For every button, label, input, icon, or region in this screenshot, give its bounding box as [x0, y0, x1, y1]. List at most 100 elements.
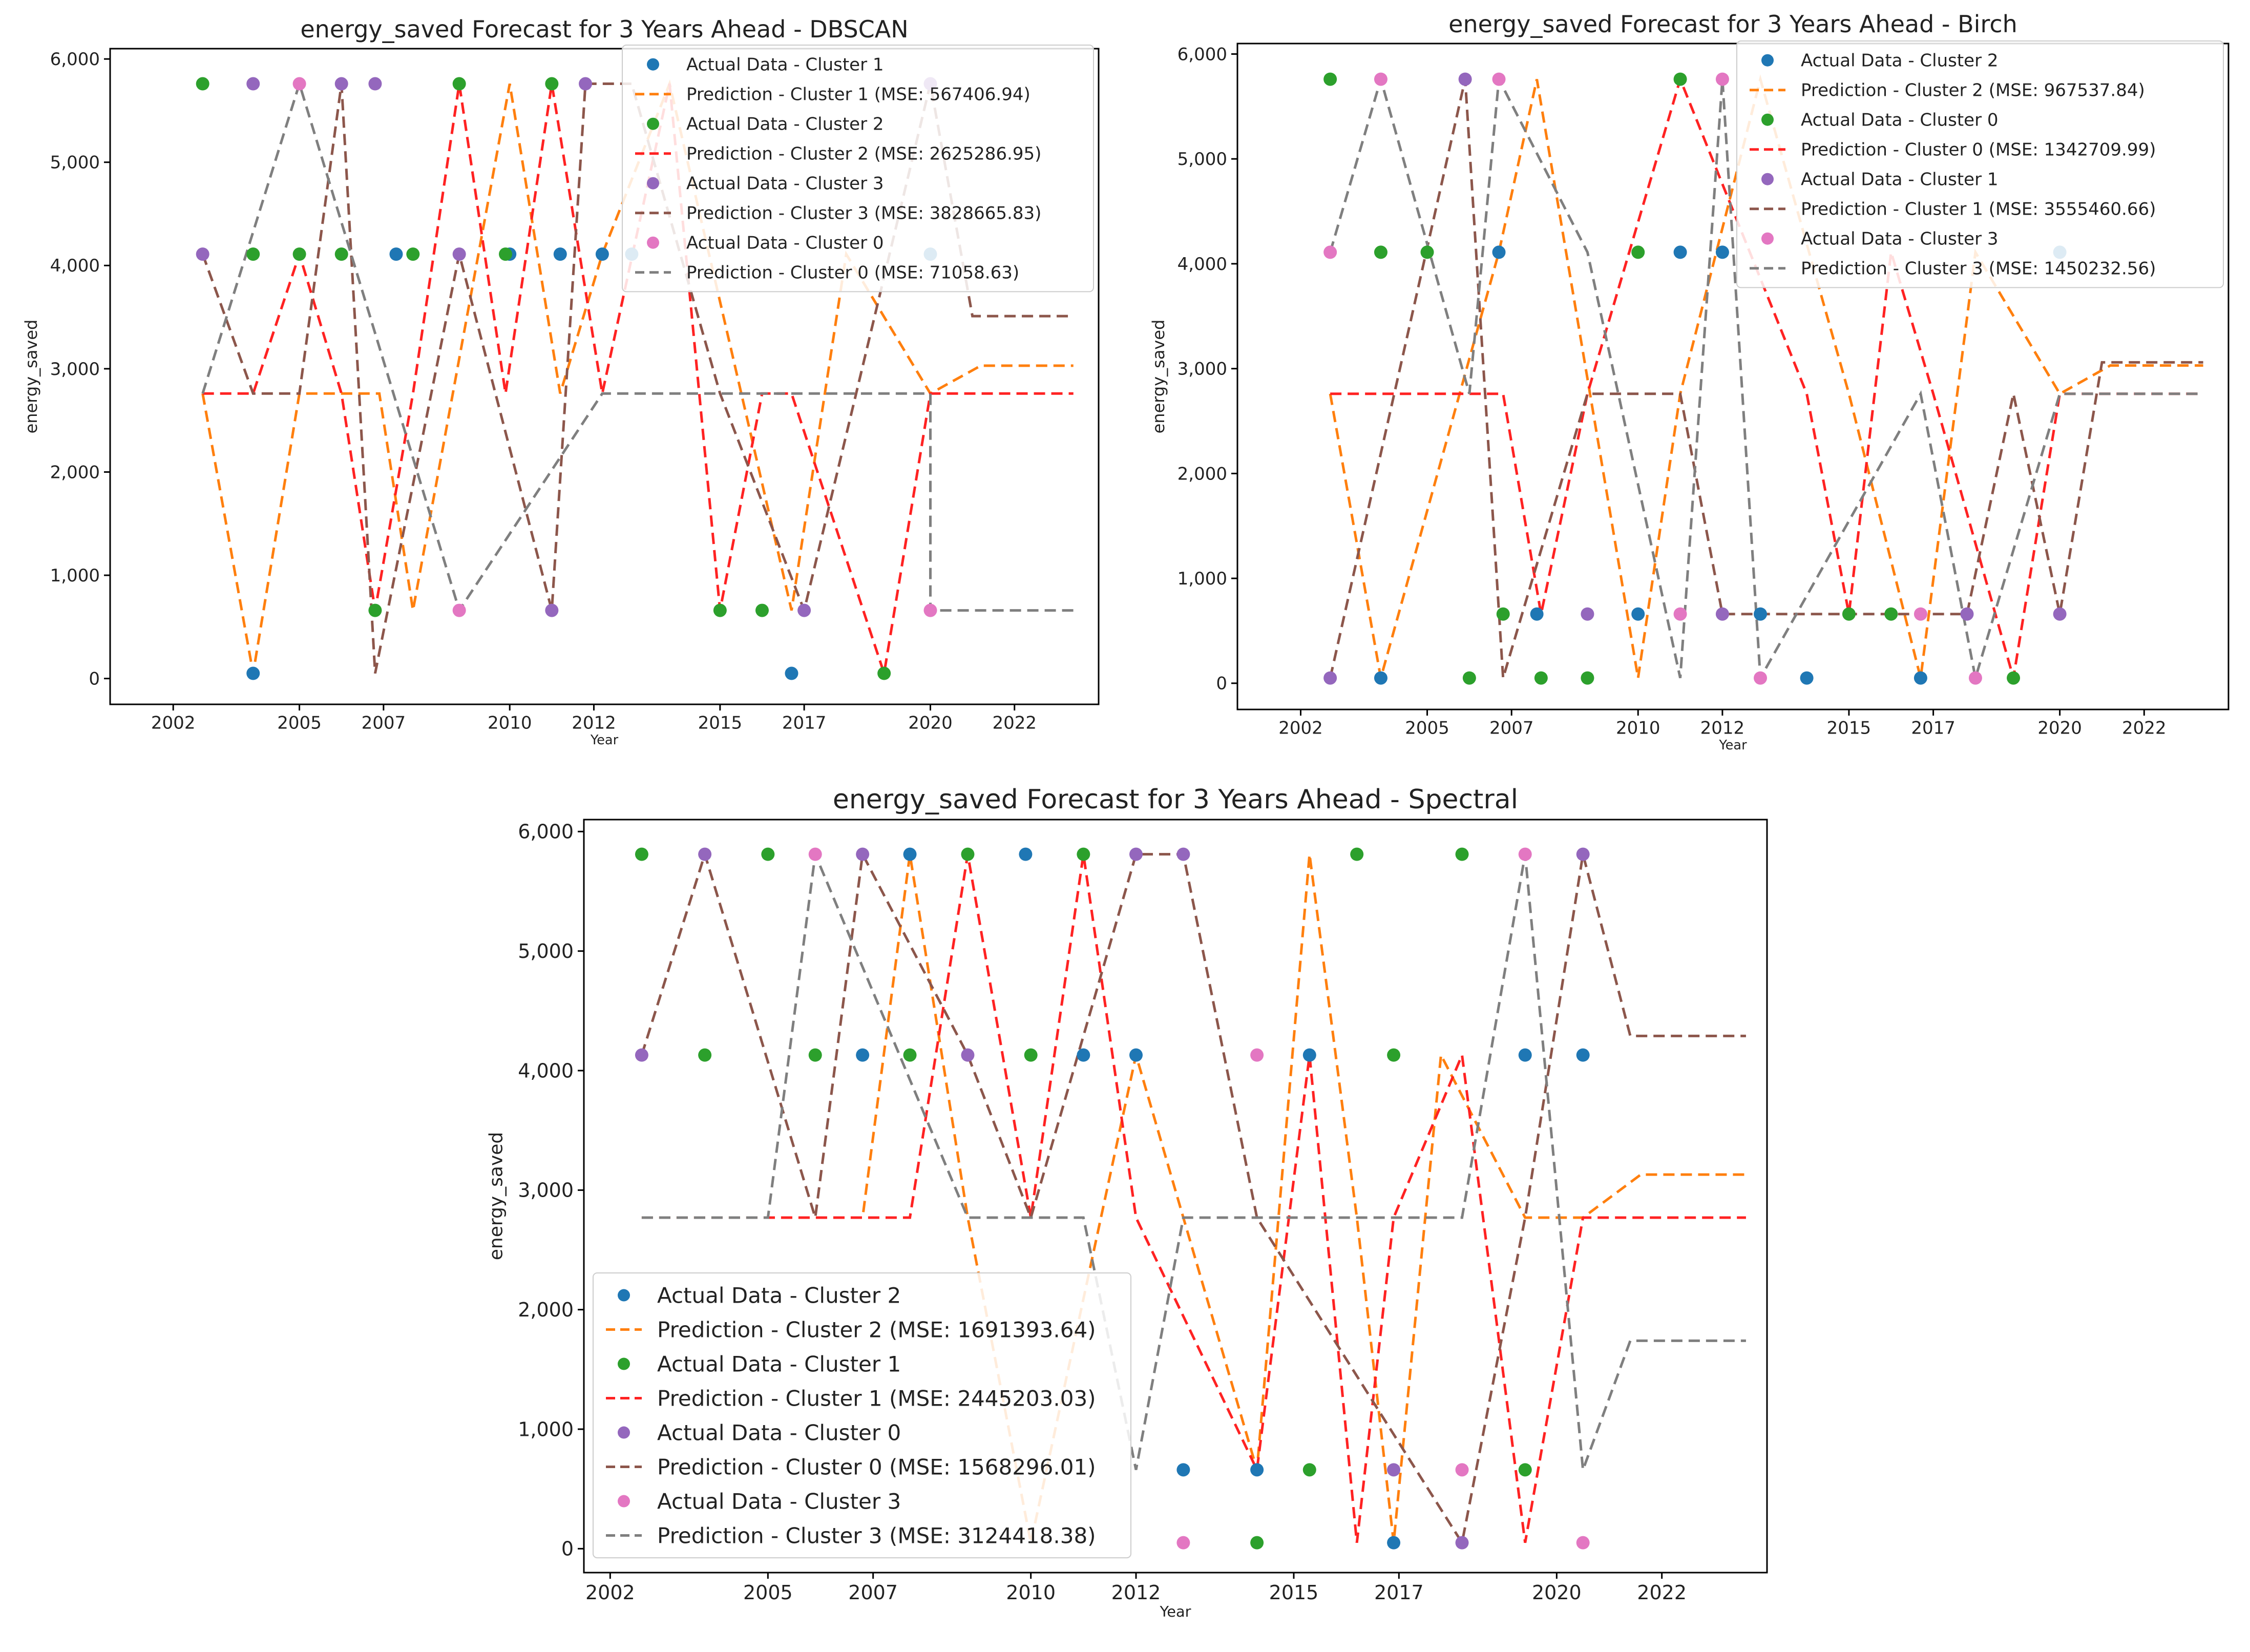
data-point-0-7 [1800, 671, 1814, 685]
legend-entry-label: Actual Data - Cluster 2 [657, 1283, 901, 1308]
x-tick-label: 2022 [992, 713, 1037, 734]
data-point-2-11 [1387, 1048, 1401, 1062]
series-line-5 [1329, 79, 2203, 679]
legend-entry-label: Actual Data - Cluster 3 [1801, 229, 1999, 249]
legend-entry-label: Prediction - Cluster 2 (MSE: 2625286.95) [686, 144, 1041, 164]
data-point-6-1 [1374, 72, 1387, 86]
data-point-2-11 [2007, 671, 2021, 685]
x-tick-label: 2015 [698, 713, 743, 734]
data-point-0-5 [1176, 1463, 1190, 1477]
data-point-4-4 [1960, 607, 1974, 621]
data-point-0-3 [553, 247, 567, 261]
data-point-6-6 [1913, 607, 1927, 621]
y-tick-label: 4,000 [1177, 254, 1227, 275]
data-point-4-2 [334, 77, 348, 91]
y-tick-label: 4,000 [50, 256, 100, 276]
legend-entry-label: Actual Data - Cluster 1 [686, 55, 884, 75]
plot-frame [109, 48, 1100, 705]
data-point-0-6 [785, 666, 798, 680]
data-point-2-7 [499, 247, 512, 261]
data-point-0-8 [1913, 671, 1927, 685]
data-point-2-11 [877, 666, 891, 680]
x-tick-label: 2002 [151, 713, 196, 734]
x-tick-label: 2020 [1532, 1581, 1582, 1604]
x-tick-label: 2012 [572, 713, 616, 734]
data-point-0-2 [1530, 607, 1544, 621]
legend-marker [1761, 113, 1774, 126]
y-tick-label: 2,000 [518, 1299, 574, 1321]
y-tick-label: 6,000 [1177, 44, 1227, 65]
x-tick-label: 2017 [782, 713, 827, 734]
data-point-0-0 [856, 1048, 870, 1062]
plot-frame [583, 819, 1768, 1574]
data-point-0-10 [1576, 1048, 1590, 1062]
data-point-6-7 [1968, 671, 1982, 685]
y-axis-label: energy_saved [486, 1132, 507, 1261]
data-point-4-2 [1581, 607, 1594, 621]
data-point-6-5 [1576, 1536, 1590, 1550]
data-point-6-2 [1492, 72, 1506, 86]
y-tick-label: 4,000 [518, 1059, 574, 1082]
x-tick-label: 2010 [1006, 1581, 1056, 1604]
x-tick-label: 2015 [1827, 718, 1872, 739]
legend-entry-label: Prediction - Cluster 1 (MSE: 2445203.03) [657, 1386, 1096, 1411]
x-tick-label: 2012 [1111, 1581, 1161, 1604]
data-point-2-1 [1374, 245, 1387, 259]
data-point-0-4 [1673, 245, 1687, 259]
data-point-4-0 [196, 247, 209, 261]
data-point-2-10 [1350, 847, 1364, 861]
y-tick-label: 6,000 [50, 49, 100, 70]
chart-birch: energy_saved Forecast for 3 Years Ahead … [1149, 10, 2230, 753]
data-point-4-1 [698, 847, 712, 861]
data-point-6-3 [1455, 1463, 1469, 1477]
x-tick-label: 2015 [1269, 1581, 1319, 1604]
legend-entry-label: Actual Data - Cluster 3 [657, 1489, 901, 1514]
x-tick-label: 2005 [743, 1581, 793, 1604]
legend: Actual Data - Cluster 2 Prediction - Clus… [1736, 40, 2224, 288]
data-point-4-1 [1458, 72, 1472, 86]
legend-marker [618, 1426, 630, 1439]
y-tick-label: 0 [89, 669, 100, 689]
x-tick-label: 2007 [848, 1581, 898, 1604]
legend-entry-label: Prediction - Cluster 3 (MSE: 3124418.38) [657, 1523, 1096, 1548]
data-point-6-3 [1673, 607, 1687, 621]
legend: Actual Data - Cluster 1 Prediction - Clus… [622, 45, 1094, 292]
legend-marker [647, 117, 659, 130]
data-point-0-1 [903, 847, 917, 861]
series-line-7 [1329, 74, 2203, 683]
data-point-4-6 [579, 77, 593, 91]
y-axis-label: energy_saved [1149, 320, 1168, 434]
data-point-0-4 [595, 247, 609, 261]
data-point-2-1 [698, 1048, 712, 1062]
plot-area [635, 847, 1746, 1550]
x-tick-label: 2017 [1911, 718, 1955, 739]
data-point-2-5 [406, 247, 420, 261]
legend-marker [647, 236, 659, 249]
x-axis-label: Year [1718, 738, 1747, 753]
data-point-2-12 [1455, 847, 1469, 861]
data-point-4-3 [961, 1048, 975, 1062]
data-point-2-8 [545, 77, 559, 91]
legend-entry-label: Prediction - Cluster 0 (MSE: 1342709.99) [1801, 140, 2156, 160]
x-tick-label: 2020 [2037, 718, 2082, 739]
y-tick-label: 3,000 [50, 359, 100, 380]
data-point-4-4 [1129, 847, 1143, 861]
data-point-2-5 [961, 847, 975, 861]
data-point-4-7 [1455, 1536, 1469, 1550]
y-tick-label: 3,000 [1177, 359, 1227, 380]
x-tick-label: 2007 [362, 713, 406, 734]
data-point-2-6 [1581, 671, 1594, 685]
data-point-2-9 [1302, 1463, 1316, 1477]
data-point-0-0 [246, 666, 260, 680]
y-tick-label: 1,000 [50, 566, 100, 586]
data-point-0-1 [1492, 245, 1506, 259]
data-point-2-6 [1024, 1048, 1038, 1062]
data-point-2-8 [1250, 1536, 1264, 1550]
legend-entry-label: Prediction - Cluster 1 (MSE: 3555460.66) [1801, 199, 2156, 220]
series-line-1 [201, 79, 1074, 674]
data-point-2-7 [1077, 847, 1090, 861]
data-point-2-2 [761, 847, 775, 861]
legend-entry-label: Prediction - Cluster 2 (MSE: 1691393.64) [657, 1317, 1096, 1342]
data-point-0-4 [1129, 1048, 1143, 1062]
data-point-6-0 [292, 77, 306, 91]
